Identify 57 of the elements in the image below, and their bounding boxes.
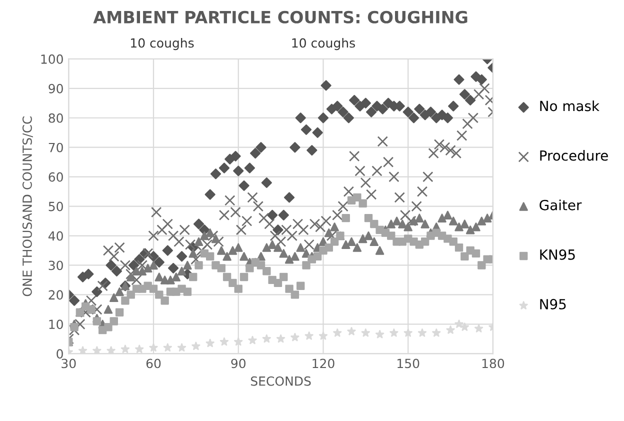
legend-label: No mask <box>540 100 600 112</box>
point <box>361 328 370 337</box>
point <box>248 336 257 344</box>
point <box>446 326 455 334</box>
point <box>149 343 158 352</box>
point <box>120 344 130 353</box>
point <box>304 331 314 340</box>
point <box>418 328 427 337</box>
point <box>276 334 286 343</box>
y-tick-label: 100 <box>41 54 63 64</box>
point <box>333 328 342 337</box>
point <box>177 343 186 352</box>
x-tick-label: 30 <box>62 358 76 368</box>
point <box>220 337 229 346</box>
point <box>290 332 300 342</box>
x-tick-label: 60 <box>146 358 161 368</box>
point <box>206 338 214 348</box>
point <box>474 324 484 332</box>
legend-label: KN95 <box>540 249 575 260</box>
y-tick-label: 0 <box>56 349 63 359</box>
y-tick-label: 70 <box>48 142 63 152</box>
y-tick-label: 40 <box>48 231 63 241</box>
point <box>347 327 356 336</box>
x-axis-title: SECONDS <box>250 376 311 386</box>
legend-label: N95 <box>540 298 566 310</box>
y-tick-label: 80 <box>48 113 63 123</box>
text: 10 coughs <box>131 38 194 50</box>
point <box>234 337 243 346</box>
x-tick-label: 180 <box>482 358 504 368</box>
point <box>460 322 469 331</box>
point <box>390 328 398 337</box>
point <box>163 343 172 352</box>
x-tick-label: 120 <box>312 358 334 368</box>
y-tick-label: 60 <box>48 172 63 182</box>
legend-label: Procedure <box>540 150 608 161</box>
point <box>375 330 384 338</box>
x-tick-label: 150 <box>398 358 420 368</box>
point <box>92 346 102 354</box>
chart-title: AMBIENT PARTICLE COUNTS: COUGHING <box>93 10 468 24</box>
text: 10 coughs <box>292 38 355 50</box>
point <box>318 331 328 340</box>
y-tick-label: 10 <box>49 320 63 330</box>
point <box>78 346 88 354</box>
point <box>192 342 200 350</box>
y-tick-label: 30 <box>48 260 63 270</box>
point <box>432 328 441 337</box>
point <box>454 320 464 328</box>
x-tick-label: 90 <box>231 358 246 368</box>
y-tick-label: 50 <box>48 202 63 212</box>
y-tick-label: 20 <box>48 290 63 300</box>
point <box>135 344 144 353</box>
y-axis-title: ONE THOUSAND COUNTS/CC <box>22 116 33 296</box>
point <box>106 346 116 354</box>
point <box>262 334 271 343</box>
y-tick-label: 90 <box>48 84 63 94</box>
point <box>404 328 412 337</box>
legend-label: Gaiter <box>540 200 582 210</box>
